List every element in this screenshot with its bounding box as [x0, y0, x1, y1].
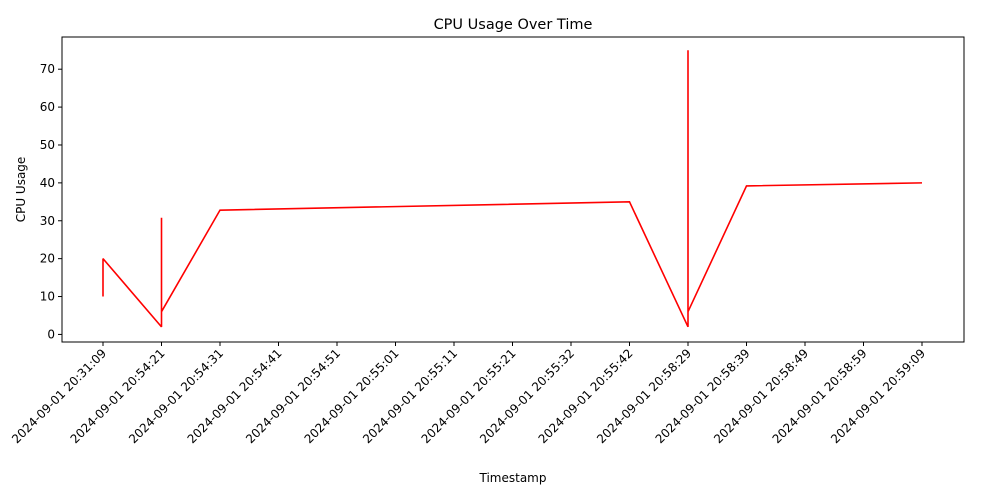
y-tick-label: 20	[40, 252, 55, 266]
y-axis: 0 10 20 30 40 50 60 70	[40, 62, 62, 341]
y-tick-label: 10	[40, 290, 55, 304]
cpu-usage-line	[102, 50, 923, 328]
y-tick-label: 60	[40, 100, 55, 114]
y-tick-label: 40	[40, 176, 55, 190]
series-layer	[102, 50, 923, 328]
y-tick-label: 70	[40, 62, 55, 76]
chart-title: CPU Usage Over Time	[434, 17, 593, 33]
x-axis-title: Timestamp	[479, 471, 547, 485]
y-axis-title: CPU Usage	[14, 157, 28, 223]
y-tick-label: 0	[47, 327, 55, 341]
y-tick-label: 50	[40, 138, 55, 152]
y-tick-label: 30	[40, 214, 55, 228]
